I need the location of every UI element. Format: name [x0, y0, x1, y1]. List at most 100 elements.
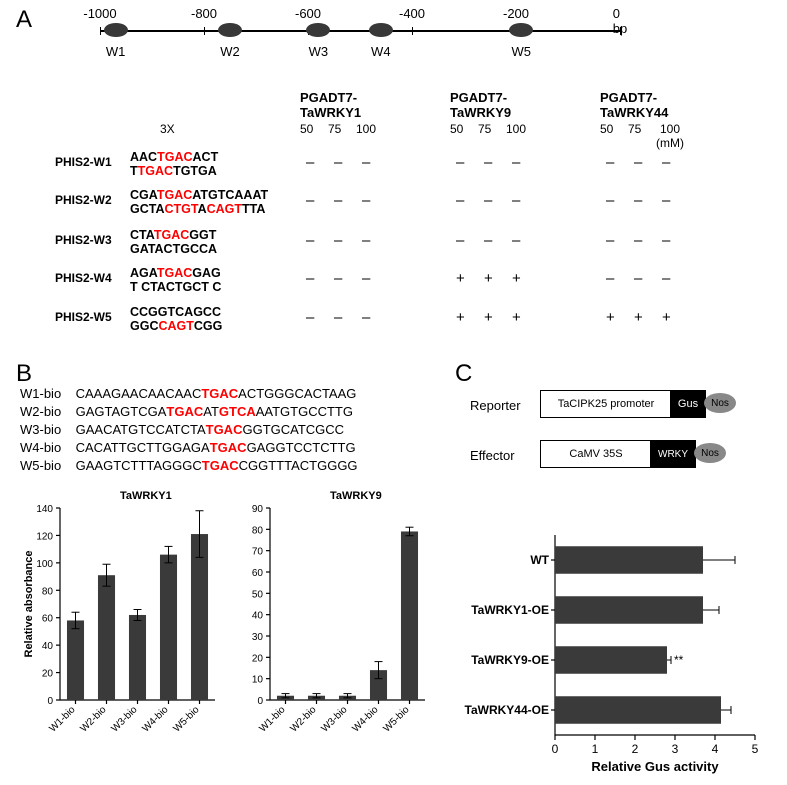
conc-label: 100 (mM): [656, 122, 684, 150]
effector-box: CaMV 35S: [540, 440, 652, 468]
interaction-mark: –: [606, 192, 614, 209]
interaction-mark: –: [512, 154, 520, 171]
three-x-label: 3X: [160, 122, 175, 136]
interaction-mark: –: [306, 192, 314, 209]
interaction-mark: –: [362, 154, 370, 171]
interaction-mark: –: [512, 192, 520, 209]
conc-label: 100: [356, 122, 376, 136]
svg-text:80: 80: [42, 586, 54, 597]
w-box-label: W5: [511, 44, 531, 59]
gus-box: Gus: [670, 390, 706, 418]
svg-text:70: 70: [252, 547, 264, 558]
svg-text:W4-bio: W4-bio: [140, 704, 170, 734]
interaction-mark: –: [334, 309, 342, 326]
chart2-title: TaWRKY9: [330, 490, 382, 502]
wbox-sequence: CTATGACGGT GATACTGCCA: [130, 228, 217, 256]
interaction-mark: –: [484, 232, 492, 249]
w-box-site: [104, 23, 128, 37]
interaction-mark: –: [606, 154, 614, 171]
svg-text:60: 60: [252, 568, 264, 579]
interaction-mark: –: [606, 270, 614, 287]
svg-text:W3-bio: W3-bio: [319, 704, 349, 734]
svg-text:W1-bio: W1-bio: [47, 704, 77, 734]
w-box-label: W1: [106, 44, 126, 59]
interaction-mark: –: [662, 192, 670, 209]
phis-label: PHIS2-W5: [55, 310, 112, 324]
interaction-mark: +: [634, 309, 643, 326]
svg-text:60: 60: [42, 614, 54, 625]
nos-terminator-1: Nos: [704, 393, 736, 413]
interaction-mark: +: [512, 270, 521, 287]
wbox-sequence: CGATGACATGTCAAAT GCTACTGTACAGTTTA: [130, 188, 268, 216]
phis-label: PHIS2-W1: [55, 155, 112, 169]
svg-text:W5-bio: W5-bio: [381, 704, 411, 734]
svg-text:W2-bio: W2-bio: [78, 704, 108, 734]
svg-text:Relative absorbance: Relative absorbance: [23, 551, 35, 658]
interaction-mark: +: [512, 309, 521, 326]
svg-text:TaWRKY1-OE: TaWRKY1-OE: [471, 603, 549, 617]
scale-tick-label: -1000: [83, 6, 116, 21]
scale-tick-label: -600: [295, 6, 321, 21]
svg-text:120: 120: [36, 531, 53, 542]
interaction-mark: –: [362, 309, 370, 326]
interaction-mark: +: [662, 309, 671, 326]
conc-label: 75: [628, 122, 641, 136]
interaction-mark: –: [334, 154, 342, 171]
bio-probe: W2-bio GAGTAGTCGATGACATGTCAAATGTGCCTTG: [20, 403, 358, 421]
interaction-mark: –: [306, 154, 314, 171]
interaction-mark: –: [484, 192, 492, 209]
w-box-site: [218, 23, 242, 37]
svg-text:0: 0: [47, 696, 53, 707]
bio-probe: W5-bio GAAGTCTTTAGGGCTGACCGGTTTACTGGGG: [20, 457, 358, 475]
scale-tick-label: -200: [503, 6, 529, 21]
w-box-site: [306, 23, 330, 37]
interaction-mark: +: [484, 309, 493, 326]
w-box-site: [509, 23, 533, 37]
promoter-scale: -1000-800-600-400-2000 bpW1W2W3W4W5: [100, 30, 620, 32]
svg-text:140: 140: [36, 504, 53, 515]
chart-tawrky1: TaWRKY1 020406080100120140W1-bioW2-bioW3…: [20, 490, 220, 775]
conc-label: 75: [328, 122, 341, 136]
interaction-mark: –: [456, 154, 464, 171]
interaction-mark: +: [484, 270, 493, 287]
conc-label: 50: [450, 122, 463, 136]
svg-text:10: 10: [252, 675, 264, 686]
svg-text:**: **: [674, 653, 684, 667]
interaction-mark: –: [662, 154, 670, 171]
column-header: PGADT7- TaWRKY44: [600, 90, 668, 120]
scale-tick-label: -800: [191, 6, 217, 21]
w-box-label: W2: [220, 44, 240, 59]
scale-tick-label: 0 bp: [613, 6, 627, 36]
svg-text:3: 3: [672, 742, 679, 756]
svg-text:W2-bio: W2-bio: [288, 704, 318, 734]
bio-probe: W4-bio CACATTGCTTGGAGATGACGAGGTCCTCTTG: [20, 439, 358, 457]
interaction-mark: –: [362, 270, 370, 287]
svg-text:Relative Gus activity: Relative Gus activity: [591, 759, 719, 774]
bio-probe: W1-bio CAAAGAACAACAACTGACACTGGGCACTAAG: [20, 385, 358, 403]
phis-label: PHIS2-W2: [55, 193, 112, 207]
interaction-mark: –: [362, 192, 370, 209]
bio-probe: W3-bio GAACATGTCCATCTATGACGGTGCATCGCC: [20, 421, 358, 439]
svg-text:0: 0: [552, 742, 559, 756]
interaction-mark: +: [606, 309, 615, 326]
conc-label: 50: [300, 122, 313, 136]
w-box-site: [369, 23, 393, 37]
phis-label: PHIS2-W3: [55, 233, 112, 247]
wrky-box: WRKY: [650, 440, 696, 468]
interaction-mark: –: [456, 192, 464, 209]
interaction-mark: –: [606, 232, 614, 249]
svg-text:50: 50: [252, 589, 264, 600]
wbox-sequence: CCGGTCAGCC GGCCAGTCGG: [130, 305, 222, 333]
biotin-probe-list: W1-bio CAAAGAACAACAACTGACACTGGGCACTAAGW2…: [20, 385, 358, 475]
interaction-mark: –: [662, 232, 670, 249]
svg-text:W5-bio: W5-bio: [171, 704, 201, 734]
panel-c-label: C: [455, 360, 472, 388]
nos-terminator-2: Nos: [694, 443, 726, 463]
svg-text:30: 30: [252, 632, 264, 643]
svg-text:40: 40: [42, 641, 54, 652]
wbox-sequence: AGATGACGAG T CTACTGCT C: [130, 266, 221, 294]
interaction-mark: –: [334, 232, 342, 249]
svg-text:90: 90: [252, 504, 264, 515]
reporter-label: Reporter: [470, 398, 521, 413]
interaction-mark: –: [512, 232, 520, 249]
